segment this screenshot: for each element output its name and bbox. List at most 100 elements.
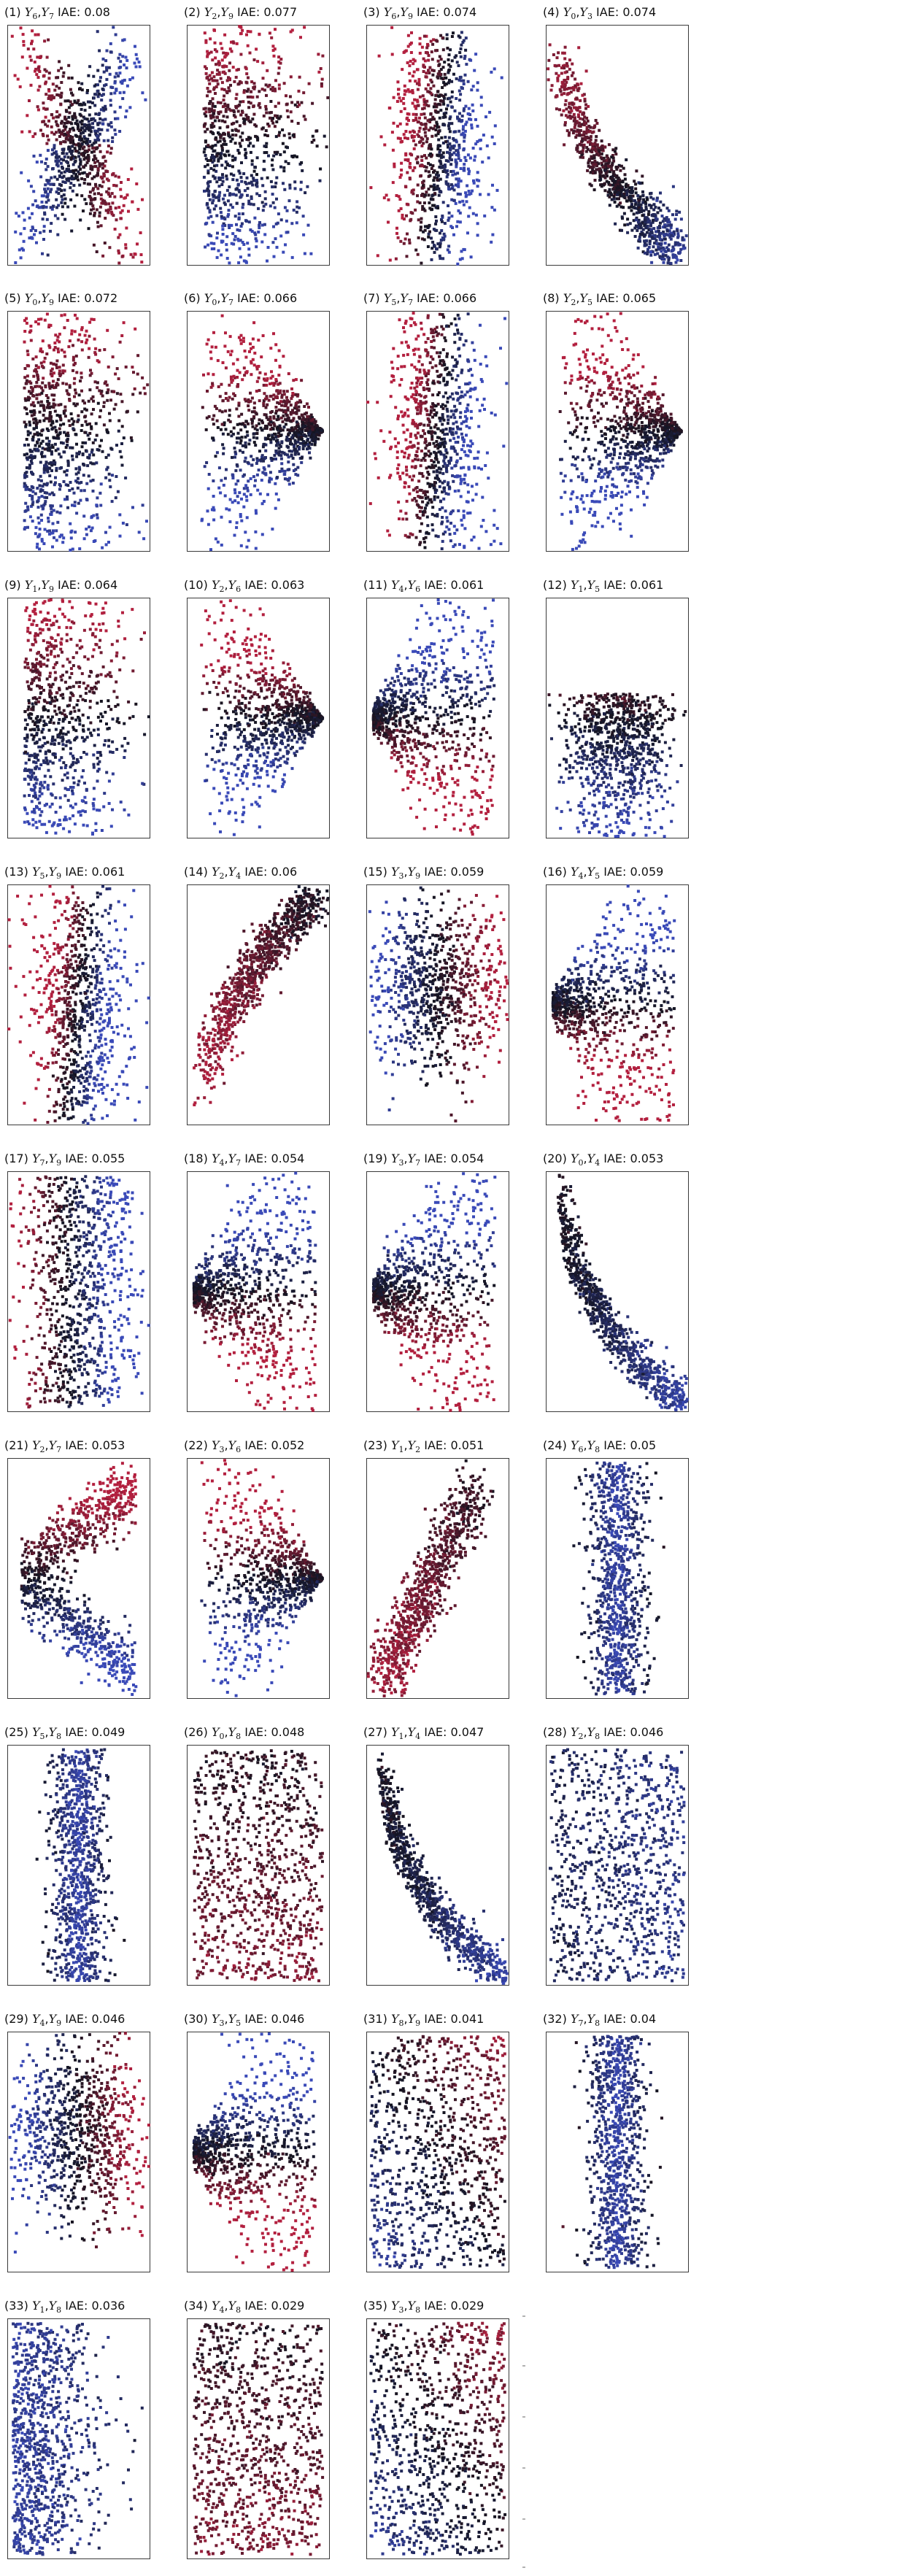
scatter-point [398, 198, 402, 201]
scatter-point [77, 127, 80, 131]
scatter-point [428, 144, 431, 147]
scatter-point [462, 169, 466, 172]
scatter-point [455, 153, 458, 157]
scatter-point [53, 483, 56, 487]
scatter-point [74, 143, 78, 147]
scatter-point [272, 225, 275, 228]
scatter-point [607, 159, 611, 163]
scatter-point [80, 348, 84, 352]
scatter-point [23, 340, 26, 344]
scatter-point [40, 519, 43, 522]
scatter-point [235, 436, 239, 440]
scatter-point [206, 185, 210, 188]
scatter-point [250, 455, 253, 458]
scatter-point [228, 383, 231, 387]
scatter-point [309, 456, 312, 460]
scatter-point [209, 37, 212, 41]
scatter-point [66, 459, 70, 463]
scatter-point [214, 92, 217, 95]
scatter-point [245, 176, 249, 180]
scatter-point [649, 228, 653, 231]
scatter-point [446, 150, 449, 154]
scatter-point [451, 173, 455, 177]
scatter-point [588, 182, 592, 186]
scatter-point [85, 450, 88, 453]
scatter-point [404, 185, 407, 188]
scatter-point [675, 213, 679, 216]
scatter-point [274, 185, 277, 188]
scatter-point [618, 193, 622, 196]
scatter-point [50, 444, 54, 447]
scatter-point [677, 243, 681, 246]
scatter-point [436, 171, 439, 174]
scatter-point [82, 115, 85, 119]
scatter-point [55, 359, 59, 363]
scatter-point [266, 176, 269, 180]
scatter-point [97, 360, 101, 363]
scatter-point [89, 479, 93, 483]
scatter-point [211, 155, 215, 158]
scatter-point [414, 107, 418, 110]
scatter-point [255, 379, 259, 383]
scatter-point [428, 120, 432, 123]
scatter-point [215, 72, 219, 76]
scatter-point [84, 156, 88, 160]
scatter-point [671, 253, 675, 257]
scatter-point [437, 138, 441, 142]
scatter-point [38, 410, 42, 414]
scatter-point [580, 153, 584, 157]
scatter-point [229, 430, 233, 433]
scatter-point [86, 153, 90, 157]
scatter-point [119, 211, 123, 215]
scatter-point [279, 115, 282, 118]
scatter-point [271, 89, 274, 93]
scatter-point [29, 228, 33, 232]
scatter-point [317, 70, 321, 74]
scatter-point [36, 108, 40, 112]
scatter-point [215, 451, 219, 455]
scatter-point [72, 142, 75, 146]
scatter-point [439, 162, 443, 166]
scatter-point [243, 460, 247, 463]
scatter-point [115, 218, 118, 222]
scatter-point [281, 128, 285, 131]
scatter-point [109, 207, 112, 211]
scatter-point [63, 117, 67, 120]
scatter-point [101, 88, 104, 90]
scatter-point [436, 147, 440, 151]
scatter-point [70, 174, 74, 178]
scatter-point [619, 201, 622, 205]
scatter-point [31, 435, 35, 439]
scatter-point [614, 153, 618, 156]
scatter-point [245, 33, 248, 36]
scatter-point [284, 243, 287, 247]
scatter-point [42, 377, 45, 380]
scatter-point [437, 174, 440, 177]
scatter-point [69, 152, 73, 155]
scatter-point [31, 455, 35, 458]
scatter-point [106, 328, 109, 332]
scatter-point [563, 121, 567, 124]
scatter-point [261, 445, 265, 449]
scatter-point [594, 149, 598, 153]
scatter-point [290, 101, 294, 104]
scatter-point [247, 539, 250, 542]
scatter-point [217, 198, 220, 202]
scatter-point [47, 38, 50, 42]
scatter-point [98, 144, 101, 147]
scatter-point [88, 388, 92, 392]
scatter-point [277, 101, 280, 105]
scatter-point [612, 197, 616, 201]
scatter-point [393, 162, 396, 166]
scatter-point [625, 193, 629, 196]
scatter-point [118, 340, 122, 344]
scatter-point [220, 382, 223, 386]
scatter-point [242, 336, 245, 340]
scatter-point [428, 201, 431, 204]
scatter-point [26, 485, 29, 489]
scatter-point [260, 177, 263, 180]
scatter-point [82, 463, 86, 467]
scatter-point [206, 144, 210, 147]
scatter-point [112, 26, 115, 29]
scatter-point [96, 69, 100, 72]
